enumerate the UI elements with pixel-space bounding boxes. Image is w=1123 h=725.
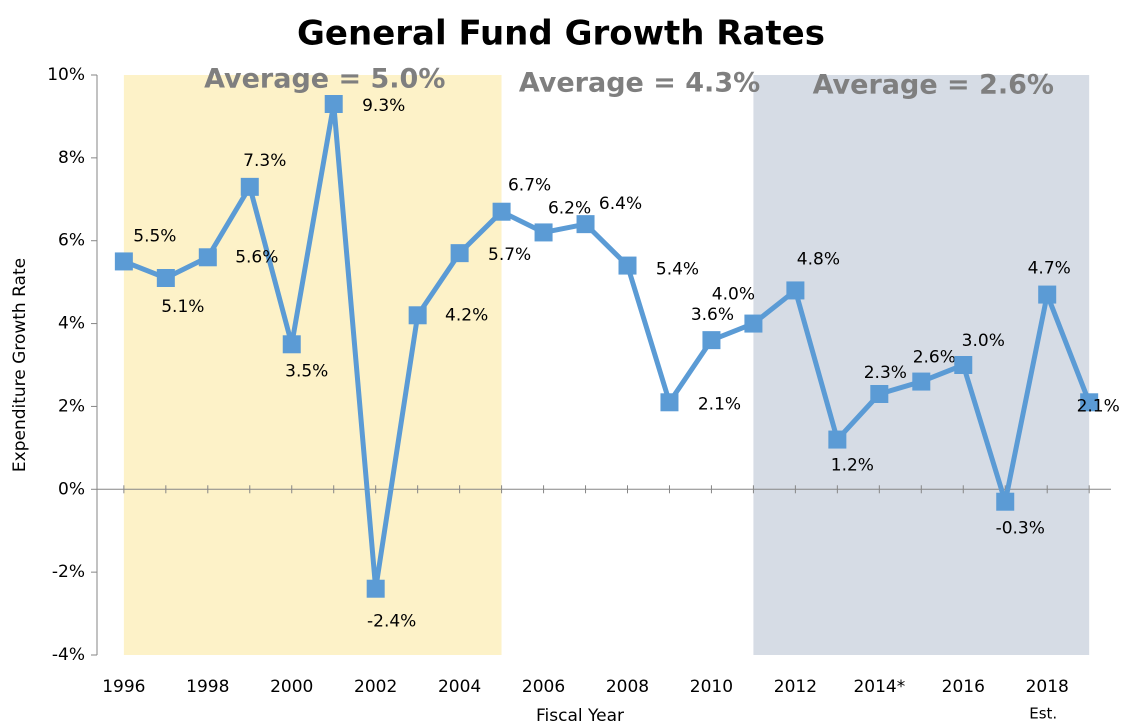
point-marker (492, 202, 511, 221)
data-label: 6.7% (508, 176, 551, 196)
y-tick-label: -4% (52, 645, 85, 665)
point-marker (198, 248, 217, 267)
x-tick-label: 2008 (606, 677, 649, 697)
x-tick-label: 2002 (354, 677, 397, 697)
data-label: 4.2% (445, 305, 488, 325)
point-marker (576, 215, 595, 234)
x-tick-label: 2016 (942, 677, 985, 697)
data-label: 5.4% (656, 260, 699, 280)
x-tick-label: 2004 (438, 677, 481, 697)
point-marker (996, 492, 1015, 511)
point-marker (1038, 285, 1057, 304)
data-label: 3.6% (691, 305, 734, 325)
data-label: 5.5% (133, 226, 176, 246)
y-tick-label: 10% (47, 65, 85, 85)
y-tick-label: 4% (58, 314, 85, 334)
region-label: Average = 4.3% (519, 68, 760, 99)
data-label: 9.3% (362, 96, 405, 116)
point-marker (1080, 393, 1099, 412)
data-label: 2.3% (864, 363, 907, 383)
data-label: 2.1% (1077, 396, 1120, 416)
x-tick-label: 2018 (1026, 677, 1069, 697)
data-label: 5.7% (488, 245, 531, 265)
y-tick-label: 0% (58, 479, 85, 499)
point-marker (282, 335, 301, 354)
x-tick-label: 2010 (690, 677, 733, 697)
data-label: 7.3% (243, 151, 286, 171)
x-tick-label: 2000 (270, 677, 313, 697)
point-marker (618, 256, 637, 275)
point-marker (828, 430, 847, 449)
point-marker (240, 177, 259, 196)
point-marker (324, 95, 343, 113)
y-tick-label: 8% (58, 148, 85, 168)
data-label: 4.0% (712, 285, 755, 305)
region (501, 75, 754, 655)
point-marker (744, 314, 763, 333)
region (123, 75, 502, 655)
data-label: 2.1% (698, 394, 741, 414)
data-label: 2.6% (913, 348, 956, 368)
y-tick-label: -2% (52, 562, 85, 582)
region-label: Average = 2.6% (813, 70, 1054, 101)
data-label: 3.5% (285, 361, 328, 381)
data-label: 4.8% (797, 249, 840, 269)
data-label: 6.2% (548, 198, 591, 218)
data-label: 1.2% (831, 456, 874, 476)
x-note: Est. (1029, 705, 1057, 723)
point-marker (366, 579, 385, 598)
x-axis-label: Fiscal Year (536, 706, 624, 725)
point-marker (954, 356, 973, 374)
point-marker (912, 372, 931, 391)
data-label: -0.3% (996, 519, 1045, 539)
point-marker (408, 306, 427, 325)
data-label: 3.0% (962, 331, 1005, 351)
chart-title: General Fund Growth Rates (297, 14, 825, 54)
point-marker (786, 281, 805, 300)
point-marker (534, 223, 553, 242)
y-axis-label: Expenditure Growth Rate (10, 258, 30, 472)
data-label: -2.4% (367, 612, 416, 632)
y-tick-label: 2% (58, 396, 85, 416)
data-label: 6.4% (599, 194, 642, 214)
y-tick-label: 6% (58, 231, 85, 251)
point-marker (450, 244, 469, 263)
point-marker (660, 393, 679, 412)
region-label: Average = 5.0% (204, 64, 445, 95)
point-marker (114, 252, 133, 271)
point-marker (870, 385, 889, 403)
point-marker (156, 269, 175, 287)
x-tick-label: 1996 (102, 677, 145, 697)
data-label: 5.6% (235, 247, 278, 267)
point-marker (702, 331, 721, 350)
x-tick-label: 2012 (774, 677, 817, 697)
data-label: 5.1% (161, 297, 204, 317)
data-label: 4.7% (1028, 259, 1071, 279)
x-tick-label: 2014* (853, 677, 905, 697)
x-tick-label: 1998 (186, 677, 229, 697)
x-tick-label: 2006 (522, 677, 565, 697)
